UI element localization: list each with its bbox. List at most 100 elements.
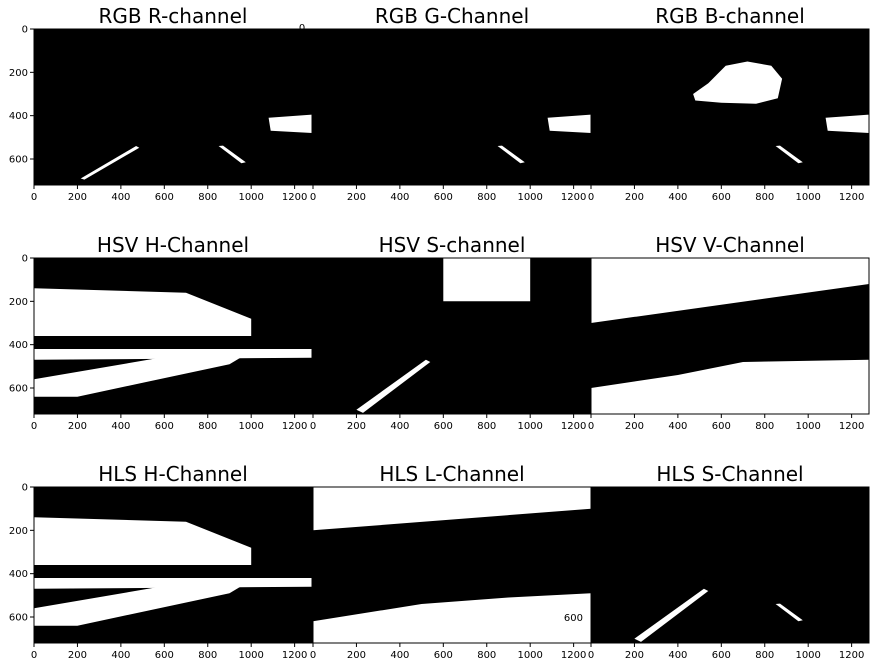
panel-image xyxy=(313,258,591,413)
x-tick-label: 200 xyxy=(625,650,644,661)
x-tick-label: 200 xyxy=(68,650,87,661)
x-tick-label: 400 xyxy=(111,650,130,661)
x-tick-label: 0 xyxy=(588,650,594,661)
x-tick-label: 0 xyxy=(31,421,37,432)
panel-frame xyxy=(33,257,313,415)
panel-title: HLS S-Channel xyxy=(656,462,803,486)
x-tick-label: 1200 xyxy=(282,421,307,432)
panel-title: HLS H-Channel xyxy=(98,462,248,486)
x-tick-label: 1000 xyxy=(795,421,820,432)
panel-frame xyxy=(33,28,313,186)
x-tick-label: 400 xyxy=(111,192,130,203)
y-tick-label: 600 xyxy=(9,384,28,395)
white-region-4 xyxy=(34,580,252,626)
panel-image xyxy=(591,487,869,642)
x-tick-label: 800 xyxy=(198,421,217,432)
texture-region xyxy=(591,487,869,609)
x-tick-label: 0 xyxy=(31,192,37,203)
panel-title: RGB G-Channel xyxy=(375,4,529,28)
y-tick-label: 400 xyxy=(9,111,28,122)
x-tick-label: 400 xyxy=(390,192,409,203)
panel-image xyxy=(34,487,312,626)
white-region-3 xyxy=(313,593,591,643)
white-region-1 xyxy=(80,146,140,180)
x-tick-label: 1200 xyxy=(561,192,586,203)
x-tick-label: 200 xyxy=(347,421,366,432)
panel-annotation: 600 xyxy=(564,613,583,624)
x-tick-label: 0 xyxy=(310,650,316,661)
x-tick-label: 800 xyxy=(477,192,496,203)
x-tick-label: 600 xyxy=(712,421,731,432)
white-region-3 xyxy=(775,145,803,164)
panel-title: HSV V-Channel xyxy=(655,233,805,257)
panel-9: HLS S-Channel 0 200 400 600 800 1000 1200 xyxy=(588,462,870,661)
x-tick-label: 800 xyxy=(477,421,496,432)
x-tick-label: 1200 xyxy=(282,650,307,661)
white-region-2 xyxy=(443,258,531,302)
x-tick-label: 600 xyxy=(712,192,731,203)
white-region-1 xyxy=(693,61,783,104)
white-region-3 xyxy=(775,603,803,622)
panel-frame xyxy=(33,486,313,644)
x-tick-label: 600 xyxy=(155,192,174,203)
x-tick-label: 400 xyxy=(668,650,687,661)
panel-title: RGB B-channel xyxy=(655,4,805,28)
white-region-2 xyxy=(34,288,252,336)
y-tick-label: 200 xyxy=(9,297,28,308)
x-tick-label: 600 xyxy=(434,650,453,661)
stray-tick-label: 0 xyxy=(299,23,305,34)
x-tick-label: 1200 xyxy=(839,192,864,203)
x-tick-label: 1200 xyxy=(561,421,586,432)
x-tick-label: 0 xyxy=(310,421,316,432)
panel-frame xyxy=(590,28,870,186)
y-tick-label: 400 xyxy=(9,569,28,580)
x-tick-label: 200 xyxy=(347,192,366,203)
white-region-2 xyxy=(634,588,709,642)
x-tick-label: 800 xyxy=(755,650,774,661)
x-tick-label: 200 xyxy=(625,421,644,432)
panel-8: HLS L-Channel 0 200 400 600 800 1000 1200 600 xyxy=(310,462,592,661)
y-tick-label: 400 xyxy=(9,340,28,351)
y-tick-label: 600 xyxy=(9,613,28,624)
panel-background xyxy=(591,29,869,185)
x-tick-label: 1200 xyxy=(561,650,586,661)
x-tick-label: 800 xyxy=(755,421,774,432)
x-tick-label: 800 xyxy=(477,650,496,661)
white-region-4 xyxy=(34,351,252,397)
x-tick-label: 400 xyxy=(390,421,409,432)
x-tick-label: 600 xyxy=(434,421,453,432)
x-tick-label: 1000 xyxy=(238,421,263,432)
x-tick-label: 800 xyxy=(755,192,774,203)
y-tick-label: 200 xyxy=(9,526,28,537)
x-tick-label: 400 xyxy=(390,650,409,661)
panel-background xyxy=(313,29,591,185)
panel-frame xyxy=(590,486,870,644)
panel-6: HSV V-Channel 0 200 400 600 800 1000 1200 xyxy=(588,233,870,432)
y-tick-label: 0 xyxy=(22,254,28,265)
panel-title: HSV H-Channel xyxy=(97,233,249,257)
panel-frame xyxy=(590,257,870,415)
x-tick-label: 1000 xyxy=(517,650,542,661)
x-tick-label: 0 xyxy=(588,421,594,432)
x-tick-label: 600 xyxy=(434,192,453,203)
x-tick-label: 1000 xyxy=(795,192,820,203)
y-tick-label: 200 xyxy=(9,68,28,79)
y-tick-label: 0 xyxy=(22,25,28,36)
white-region-3 xyxy=(268,114,312,133)
white-region-2 xyxy=(218,145,246,164)
x-tick-label: 800 xyxy=(198,650,217,661)
x-tick-label: 200 xyxy=(68,192,87,203)
x-tick-label: 400 xyxy=(111,421,130,432)
x-tick-label: 0 xyxy=(31,650,37,661)
x-tick-label: 1200 xyxy=(839,421,864,432)
panel-image xyxy=(34,258,312,397)
y-tick-label: 600 xyxy=(9,155,28,166)
panel-title: RGB R-channel xyxy=(99,4,248,28)
panel-image xyxy=(693,61,869,164)
white-region-3 xyxy=(591,359,869,414)
panel-background xyxy=(34,29,312,185)
